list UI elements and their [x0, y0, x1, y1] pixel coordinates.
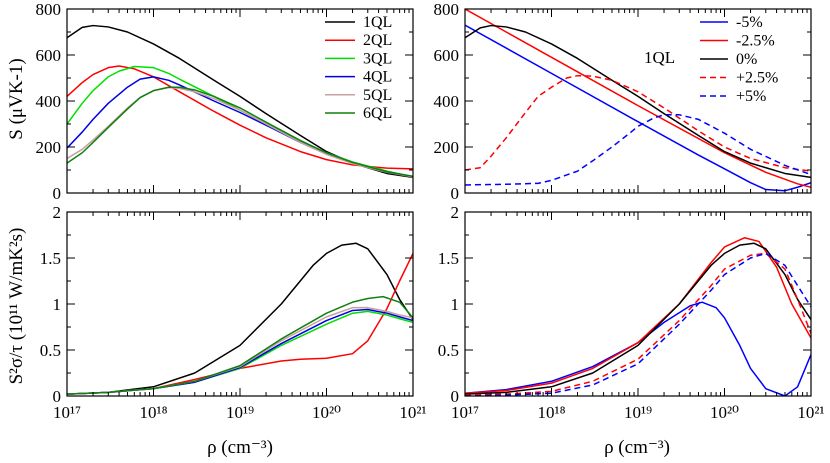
series-group [465, 9, 811, 192]
x-tick-label: 10¹⁸ [139, 403, 167, 422]
x-axis-label-left: ρ (cm⁻³) [207, 437, 273, 458]
series-line-5QL [67, 86, 413, 178]
y-tick-label: 0.5 [40, 341, 61, 360]
legend-entry: -2.5% [736, 33, 775, 50]
y-tick-label: 0 [451, 184, 460, 203]
legend-entry: 6QL [363, 105, 392, 122]
series-line-+5% [465, 114, 811, 186]
x-tick-label: 10²¹ [399, 403, 426, 422]
series-line-1QL [67, 242, 413, 395]
series-line--2.5% [465, 237, 811, 394]
y-tick-label: 1 [53, 295, 62, 314]
y-tick-label: 400 [434, 92, 460, 111]
legend-entry: 0% [736, 51, 757, 68]
series-group [67, 242, 413, 395]
panel-annotation: 1QL [644, 48, 675, 67]
panel-seebeck-strain: 0 200 400 600 800 -5% -2.5%0% +2.5%+5% [434, 0, 812, 203]
legend-entry: 1QL [363, 14, 392, 31]
legend-entry: +5% [736, 88, 766, 105]
series-line--5% [465, 24, 811, 192]
series-line-+2.5% [465, 74, 811, 172]
legend-entry: 2QL [363, 32, 392, 49]
series-line-2QL [67, 253, 413, 395]
y-tick-label: 400 [36, 92, 62, 111]
plot-frame [464, 211, 812, 397]
x-tick-label: 10²⁰ [312, 403, 341, 422]
y-tick-label: 800 [434, 0, 460, 19]
series-line-4QL [67, 308, 413, 395]
series-line-1QL [67, 24, 413, 179]
legend-entry: 4QL [363, 69, 392, 86]
series-line-6QL [67, 86, 413, 178]
series-line-+2.5% [465, 252, 811, 396]
x-tick-label: 10¹⁹ [226, 403, 254, 422]
series-line-5QL [67, 306, 413, 395]
x-tick-label: 10¹⁹ [624, 403, 652, 422]
series-group [465, 237, 811, 396]
panel-power-factor-ql: 0 0.5 1 1.5 2 10¹⁷ 10¹⁸ 10¹⁹ 10²⁰ 10²¹ [40, 203, 427, 422]
series-line--5% [465, 301, 811, 396]
series-line-3QL [67, 310, 413, 395]
series-line-4QL [67, 76, 413, 178]
panel-power-factor-strain: 0 0.5 1 1.5 2 10¹⁷ 10¹⁸ 10¹⁹ 10²⁰ 10²¹ [438, 203, 825, 422]
y-tick-label: 0 [53, 184, 62, 203]
legend-entry: -5% [736, 14, 763, 31]
y-tick-label: 1.5 [438, 249, 459, 268]
y-tick-label: 800 [36, 0, 62, 19]
y-tick-label: 2 [451, 203, 460, 222]
x-tick-label: 10²⁰ [710, 403, 739, 422]
series-line--2.5% [465, 9, 811, 188]
x-tick-label: 10²¹ [797, 403, 824, 422]
series-line-3QL [67, 65, 413, 178]
legend: -5% -2.5%0% +2.5%+5% [700, 14, 778, 105]
y-tick-label: 0.5 [438, 341, 459, 360]
legend-entry: 3QL [363, 50, 392, 67]
y-axis-label-top: S (μVK-1) [6, 58, 27, 139]
y-tick-label: 1 [451, 295, 460, 314]
series-line-0% [465, 24, 811, 179]
y-tick-label: 200 [434, 138, 460, 157]
y-tick-label: 600 [36, 46, 62, 65]
series-line-6QL [67, 295, 413, 395]
y-tick-label: 1.5 [40, 249, 61, 268]
x-tick-label: 10¹⁸ [537, 403, 565, 422]
series-line-+5% [465, 252, 811, 396]
x-axis-label-right: ρ (cm⁻³) [604, 437, 670, 458]
legend-entry: 5QL [363, 87, 392, 104]
y-tick-label: 0 [53, 387, 62, 406]
y-tick-label: 2 [53, 203, 62, 222]
series-line-2QL [67, 65, 413, 170]
series-group [67, 24, 413, 179]
y-tick-label: 200 [36, 138, 62, 157]
x-tick-label: 10¹⁷ [451, 403, 479, 422]
x-tick-label: 10¹⁷ [53, 403, 81, 422]
series-line-0% [465, 242, 811, 395]
y-axis-label-bottom: S²σ/τ (10¹¹ W/mK²s) [6, 228, 27, 385]
y-tick-label: 600 [434, 46, 460, 65]
legend-entry: +2.5% [736, 70, 778, 87]
y-tick-label: 0 [451, 387, 460, 406]
